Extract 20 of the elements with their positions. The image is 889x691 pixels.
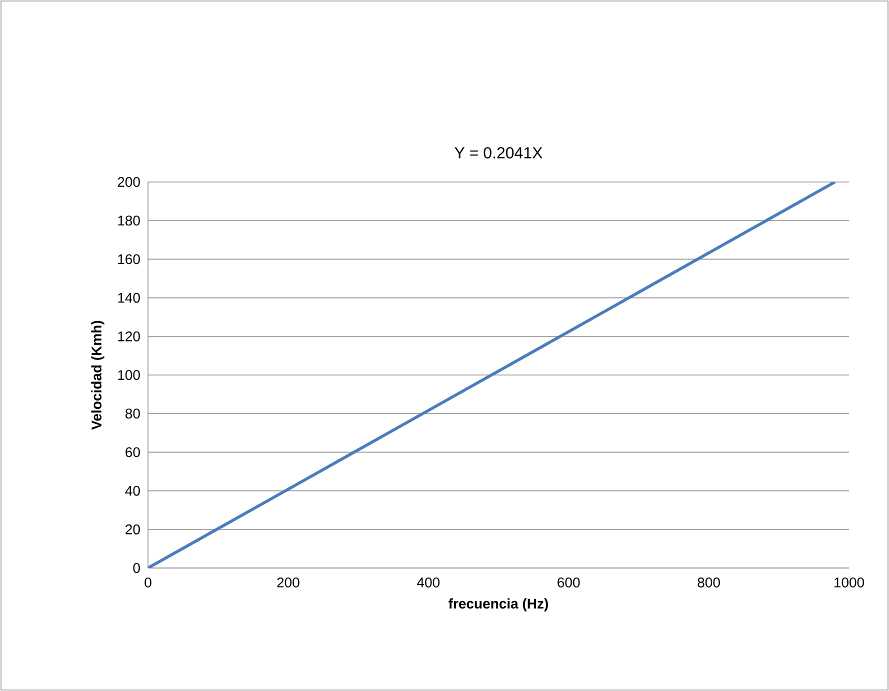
- y-tick-label: 40: [125, 486, 140, 496]
- y-tick-label: 120: [118, 331, 140, 342]
- x-tick-label: 1000: [834, 578, 864, 588]
- y-tick-label: 100: [118, 370, 140, 380]
- y-tick-label: 80: [126, 408, 140, 419]
- y-tick-label: 180: [118, 216, 140, 226]
- y-tick-label: 200: [118, 177, 140, 187]
- y-tick-label: 160: [118, 254, 140, 264]
- x-tick-label: 400: [417, 578, 440, 588]
- x-tick-label: 0: [144, 578, 152, 588]
- x-tick-label: 200: [277, 578, 300, 588]
- y-tick-label: 60: [126, 447, 140, 458]
- x-tick-label: 600: [558, 578, 580, 588]
- y-tick-label: 0: [133, 563, 140, 573]
- x-tick-label: 800: [698, 578, 720, 588]
- chart-title: Y = 0.2041X: [454, 147, 542, 158]
- y-tick-label: 20: [126, 524, 140, 534]
- y-tick-label: 140: [118, 292, 140, 303]
- x-axis-title: frecuencia (Hz): [448, 598, 548, 612]
- y-axis-title: Velocidad (Kmh): [91, 320, 104, 430]
